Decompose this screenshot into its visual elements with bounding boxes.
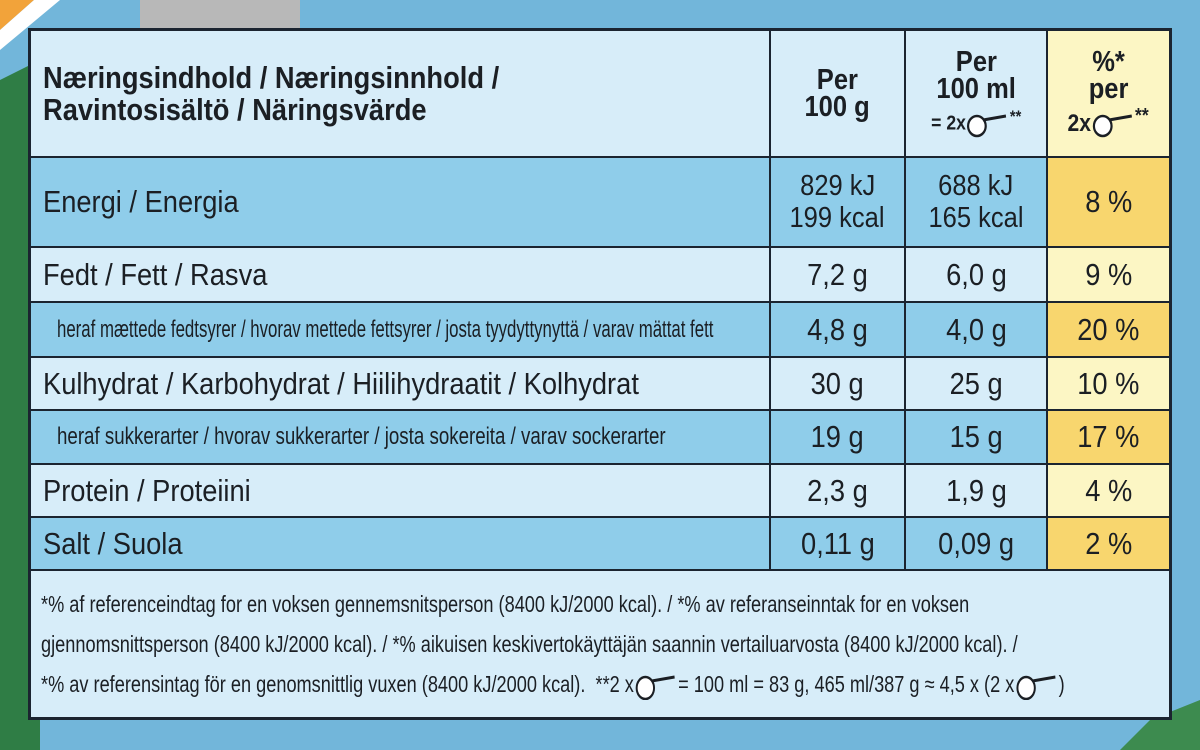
value-cell: 1,9 g bbox=[906, 465, 1046, 516]
footnote-line: *% af referenceindtag for en voksen genn… bbox=[41, 591, 970, 617]
label-text: Salt / Suola bbox=[43, 525, 183, 561]
value-cell: 30 g bbox=[771, 358, 904, 409]
percent-text: 17 % bbox=[1077, 419, 1140, 454]
header-text: Per bbox=[955, 46, 997, 79]
footnote-line: gjennomsnittsperson (8400 kJ/2000 kcal).… bbox=[41, 631, 1018, 657]
value-text: 0,11 g bbox=[800, 525, 875, 561]
percent-cell: 20 % bbox=[1048, 303, 1169, 356]
header-text: ** bbox=[1009, 107, 1022, 127]
row-label: Fedt / Fett / Rasva bbox=[31, 248, 769, 301]
value-cell: 4,8 g bbox=[771, 303, 904, 356]
value-text: 7,2 g bbox=[807, 256, 868, 292]
header-text: = 2x bbox=[930, 112, 966, 135]
value-text: 199 kcal bbox=[789, 202, 886, 234]
value-text: 688 kJ bbox=[938, 170, 1014, 202]
value-text: 6,0 g bbox=[945, 256, 1007, 292]
percent-cell: 10 % bbox=[1048, 358, 1169, 409]
header-text: Per bbox=[816, 63, 859, 96]
percent-cell: 8 % bbox=[1048, 158, 1169, 246]
photo-strip bbox=[140, 0, 300, 28]
green-corner bbox=[1120, 700, 1200, 750]
percent-text: 20 % bbox=[1077, 311, 1140, 347]
label-text: Energi / Energia bbox=[43, 184, 239, 219]
scoop-icon bbox=[636, 675, 676, 701]
percent-text: 2 % bbox=[1084, 525, 1132, 561]
scoop-icon bbox=[1092, 114, 1133, 138]
footnote-text: ) bbox=[1058, 671, 1065, 697]
value-text: 25 g bbox=[949, 365, 1003, 401]
value-cell: 7,2 g bbox=[771, 248, 904, 301]
label-text: Protein / Proteiini bbox=[43, 472, 251, 508]
value-text: 0,09 g bbox=[938, 525, 1014, 561]
value-cell: 19 g bbox=[771, 411, 904, 463]
value-text: 165 kcal bbox=[928, 202, 1024, 234]
title-line: Ravintosisältö / Näringsvärde bbox=[43, 91, 427, 127]
row-label: heraf sukkerarter / hvorav sukkerarter /… bbox=[31, 411, 769, 463]
header-text: 100 ml bbox=[936, 73, 1016, 106]
header-serving: 2x ** bbox=[1068, 103, 1149, 138]
header-per-100g: Per 100 g bbox=[771, 31, 904, 156]
value-cell: 2,3 g bbox=[771, 465, 904, 516]
title-line: Næringsindhold / Næringsinnhold / bbox=[43, 59, 500, 95]
value-cell: 15 g bbox=[906, 411, 1046, 463]
value-text: 829 kJ bbox=[799, 170, 876, 202]
value-cell: 0,09 g bbox=[906, 518, 1046, 569]
footnote-text: = 100 ml = 83 g, 465 ml/387 g ≈ 4,5 x (2… bbox=[678, 671, 1015, 697]
label-text: Fedt / Fett / Rasva bbox=[43, 256, 268, 292]
footnote-text: *% av referensintag för en genomsnittlig… bbox=[41, 671, 586, 697]
value-text: 15 g bbox=[949, 419, 1003, 454]
value-cell: 4,0 g bbox=[906, 303, 1046, 356]
footnote-text: **2 x bbox=[595, 671, 634, 697]
header-text: 100 g bbox=[804, 90, 871, 123]
value-text: 4,0 g bbox=[945, 311, 1007, 347]
scoop-icon bbox=[967, 114, 1007, 137]
footnote-line: *% av referensintag för en genomsnittlig… bbox=[41, 664, 1065, 704]
header-text: per bbox=[1088, 73, 1129, 106]
row-label: Protein / Proteiini bbox=[31, 465, 769, 516]
row-label: Kulhydrat / Karbohydrat / Hiilihydraatit… bbox=[31, 358, 769, 409]
percent-text: 10 % bbox=[1077, 365, 1140, 401]
value-cell: 25 g bbox=[906, 358, 1046, 409]
nutrition-table: Næringsindhold / Næringsinnhold / Ravinto… bbox=[28, 28, 1172, 720]
white-stripe bbox=[0, 0, 60, 50]
value-cell: 829 kJ 199 kcal bbox=[771, 158, 904, 246]
header-text: %* bbox=[1092, 46, 1125, 79]
value-cell: 688 kJ 165 kcal bbox=[906, 158, 1046, 246]
value-text: 4,8 g bbox=[807, 311, 868, 347]
value-cell: 0,11 g bbox=[771, 518, 904, 569]
row-label: heraf mættede fedtsyrer / hvorav mettede… bbox=[31, 303, 769, 356]
header-per-100ml: Per 100 ml = 2x ** bbox=[906, 31, 1046, 156]
footnote: *% af referenceindtag for en voksen genn… bbox=[31, 571, 1169, 717]
header-text: ** bbox=[1135, 105, 1150, 128]
header-serving: = 2x ** bbox=[931, 103, 1021, 138]
row-label: Salt / Suola bbox=[31, 518, 769, 569]
scoop-icon bbox=[1016, 675, 1056, 701]
percent-text: 4 % bbox=[1084, 472, 1132, 508]
percent-text: 9 % bbox=[1084, 256, 1132, 292]
percent-cell: 2 % bbox=[1048, 518, 1169, 569]
percent-cell: 4 % bbox=[1048, 465, 1169, 516]
label-text: heraf mættede fedtsyrer / hvorav mettede… bbox=[57, 315, 714, 343]
value-text: 19 g bbox=[810, 419, 865, 454]
value-text: 1,9 g bbox=[945, 472, 1007, 508]
header-title: Næringsindhold / Næringsinnhold / Ravinto… bbox=[31, 31, 769, 156]
percent-cell: 9 % bbox=[1048, 248, 1169, 301]
percent-cell: 17 % bbox=[1048, 411, 1169, 463]
percent-text: 8 % bbox=[1084, 184, 1132, 219]
label-text: heraf sukkerarter / hvorav sukkerarter /… bbox=[57, 423, 666, 450]
header-percent: %* per 2x ** bbox=[1048, 31, 1169, 156]
value-cell: 6,0 g bbox=[906, 248, 1046, 301]
label-text: Kulhydrat / Karbohydrat / Hiilihydraatit… bbox=[43, 365, 639, 401]
header-text: 2x bbox=[1067, 110, 1092, 138]
value-text: 2,3 g bbox=[807, 472, 868, 508]
row-label: Energi / Energia bbox=[31, 158, 769, 246]
value-text: 30 g bbox=[810, 365, 865, 401]
